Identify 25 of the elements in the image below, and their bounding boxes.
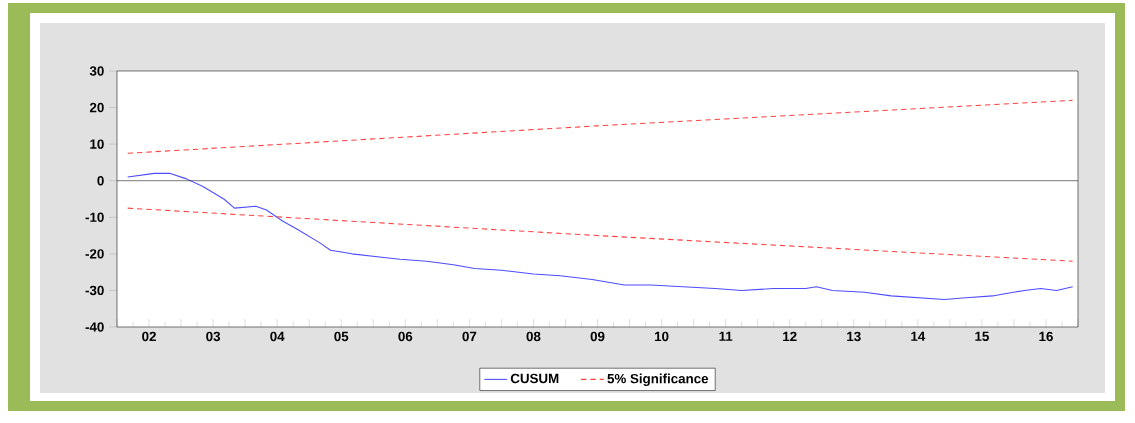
legend-label: CUSUM xyxy=(510,373,559,384)
x-tick-label: 02 xyxy=(142,331,156,342)
x-tick-label: 12 xyxy=(783,331,797,342)
y-tick-label: -30 xyxy=(85,285,104,296)
legend-label: 5% Significance xyxy=(607,373,709,387)
x-tick-label: 07 xyxy=(462,331,477,342)
x-tick-label: 08 xyxy=(526,331,541,342)
x-tick-label: 09 xyxy=(590,331,605,342)
x-tick-label: 15 xyxy=(975,331,989,341)
y-tick-label: 30 xyxy=(89,66,104,76)
x-tick-label: 03 xyxy=(206,331,221,342)
x-tick-label: 04 xyxy=(270,331,285,342)
y-tick-label: 0 xyxy=(97,175,104,186)
x-tick-label: 14 xyxy=(911,331,926,341)
y-tick-label: -40 xyxy=(85,322,104,332)
y-tick-label: 10 xyxy=(90,139,104,149)
x-tick-label: 11 xyxy=(719,331,733,341)
y-tick-label: -20 xyxy=(85,249,104,259)
y-tick-label: -10 xyxy=(85,212,104,222)
x-tick-label: 06 xyxy=(398,331,413,342)
x-tick-label: 10 xyxy=(654,331,669,342)
x-tick-label: 13 xyxy=(847,331,861,342)
x-tick-label: 16 xyxy=(1039,331,1053,342)
x-tick-label: 05 xyxy=(334,331,349,342)
y-tick-label: 20 xyxy=(89,102,104,113)
